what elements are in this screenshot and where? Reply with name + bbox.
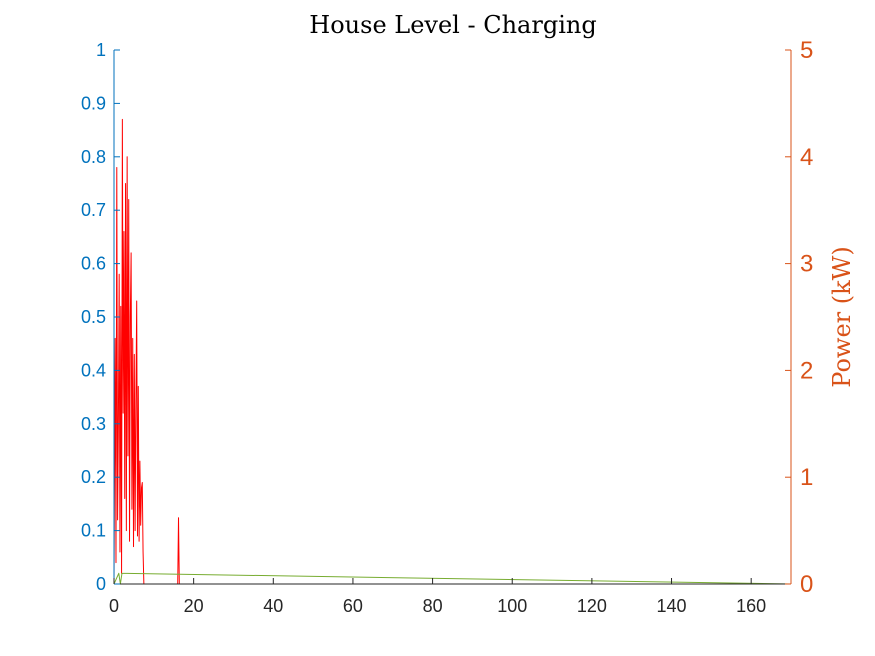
left-y-tick-label: 0.3 <box>81 414 106 434</box>
right-y-tick-label: 4 <box>800 144 813 171</box>
chart-title: House Level - Charging <box>309 11 596 39</box>
right-y-tick-label: 2 <box>800 357 813 384</box>
left-y-tick-label: 0.4 <box>81 360 106 380</box>
right-y-tick-label: 0 <box>800 571 813 598</box>
left-y-ticks: 0 0.1 0.2 0.3 0.4 0.5 0.6 0.7 0.8 0.9 1 <box>81 40 120 594</box>
right-y-tick-label: 5 <box>800 37 813 64</box>
series-line-left <box>113 572 792 585</box>
left-y-tick-label: 0.2 <box>81 467 106 487</box>
x-tick-label: 140 <box>657 596 687 616</box>
x-tick-label: 160 <box>736 596 766 616</box>
left-y-tick-label: 0.8 <box>81 147 106 167</box>
x-tick-label: 60 <box>343 596 363 616</box>
x-tick-label: 40 <box>263 596 283 616</box>
left-y-tick-label: 0.1 <box>81 521 106 541</box>
left-y-tick-label: 0.7 <box>81 200 106 220</box>
right-y-tick-label: 3 <box>800 251 813 278</box>
left-y-tick-label: 1 <box>96 40 106 60</box>
x-tick-label: 20 <box>184 596 204 616</box>
x-ticks: 0 20 40 60 80 100 120 140 160 <box>109 578 766 616</box>
right-y-ticks: 0 1 2 3 4 5 <box>785 37 813 598</box>
right-y-tick-label: 1 <box>800 464 813 491</box>
left-y-tick-label: 0.9 <box>81 93 106 113</box>
right-y-axis-label: Power (kW) <box>828 246 856 387</box>
x-tick-label: 0 <box>109 596 119 616</box>
x-tick-label: 80 <box>423 596 443 616</box>
left-y-tick-label: 0 <box>96 574 106 594</box>
left-y-tick-label: 0.5 <box>81 307 106 327</box>
x-tick-label: 120 <box>577 596 607 616</box>
x-tick-label: 100 <box>497 596 527 616</box>
plot-series <box>113 118 792 585</box>
left-y-tick-label: 0.6 <box>81 254 106 274</box>
series-line-right <box>113 118 791 585</box>
